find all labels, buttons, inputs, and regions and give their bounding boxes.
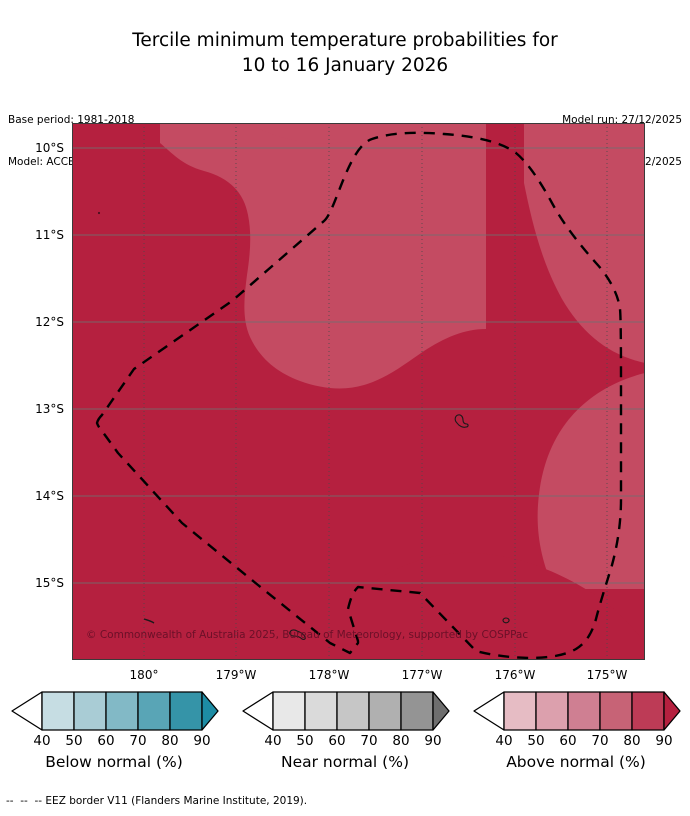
cbar-near-tick-40: 40 [264,733,282,749]
cbar-above-left-arrow [473,691,505,731]
map-canvas[interactable] [72,123,645,660]
colorbar-near-normal-swatches[interactable] [237,690,453,732]
ytick-10s: 10°S [35,141,64,155]
cbar-below-swatch-2 [73,691,107,731]
island-outlines [97,211,510,640]
fill-region-80-90-right-mid [537,373,645,589]
cbar-above-swatch-3 [567,691,601,731]
title-line-2: 10 to 16 January 2026 [241,55,449,76]
xtick-179w: 179°W [215,668,257,682]
cbar-near-left-arrow [242,691,274,731]
cbar-near-swatch-4 [368,691,402,731]
cbar-near-swatch-5 [400,691,434,731]
ytick-11s: 11°S [35,228,64,242]
cbar-above-tick-70: 70 [591,733,609,749]
cbar-near-swatch-3 [336,691,370,731]
cbar-below-tick-60: 60 [97,733,115,749]
eez-legend-footer: -- -- -- EEZ border V11 (Flanders Marine… [6,795,308,807]
latitude-gridlines [72,147,645,584]
cbar-above-swatch-2 [535,691,569,731]
cbar-above-swatch-4 [599,691,633,731]
cbar-near-swatch-2 [304,691,338,731]
cbar-below-swatch-5 [169,691,203,731]
colorbar-above-normal-ticks: 40 50 60 70 80 90 [468,733,684,751]
fill-region-80-90-top [248,123,432,144]
xtick-180: 180° [129,668,159,682]
cbar-above-swatch-5 [631,691,665,731]
cbar-below-tick-50: 50 [65,733,83,749]
cbar-above-tick-40: 40 [495,733,513,749]
cbar-below-swatch-3 [105,691,139,731]
cbar-above-swatch-1 [503,691,537,731]
cbar-below-swatch-4 [137,691,171,731]
fill-region-80-90-right [524,123,645,363]
cbar-below-tick-80: 80 [161,733,179,749]
cbar-below-right-arrow [201,691,219,731]
cbar-near-tick-80: 80 [392,733,410,749]
cbar-below-swatch-1 [41,691,75,731]
colorbar-above-normal-swatches[interactable] [468,690,684,732]
cbar-above-tick-90: 90 [655,733,673,749]
cbar-near-swatch-1 [272,691,306,731]
map-plot[interactable]: © Commonwealth of Australia 2025, Bureau… [72,123,645,660]
xtick-176w: 176°W [494,668,536,682]
colorbar-above-normal[interactable]: 40 50 60 70 80 90 Above normal (%) [468,690,684,771]
ytick-13s: 13°S [35,402,64,416]
cbar-above-right-arrow [663,691,681,731]
fill-region-above-90-lower-right [372,552,645,660]
plot-frame [72,123,645,660]
colorbar-below-normal-ticks: 40 50 60 70 80 90 [6,733,222,751]
cbar-near-tick-50: 50 [296,733,314,749]
ytick-12s: 12°S [35,315,64,329]
colorbar-below-normal[interactable]: 40 50 60 70 80 90 Below normal (%) [6,690,222,771]
cbar-above-tick-50: 50 [527,733,545,749]
title-line-1: Tercile minimum temperature probabilitie… [132,30,558,51]
ytick-14s: 14°S [35,489,64,503]
eez-border [95,131,623,660]
colorbar-above-normal-title: Above normal (%) [506,753,646,771]
cbar-near-tick-70: 70 [360,733,378,749]
longitude-gridlines [143,123,608,660]
colorbar-near-normal[interactable]: 40 50 60 70 80 90 Near normal (%) [237,690,453,771]
cbar-above-tick-60: 60 [559,733,577,749]
cbar-near-right-arrow [432,691,450,731]
cbar-below-left-arrow [11,691,43,731]
xtick-175w: 175°W [586,668,628,682]
cbar-above-tick-80: 80 [623,733,641,749]
xtick-177w: 177°W [401,668,443,682]
xtick-178w: 178°W [308,668,350,682]
colorbar-below-normal-title: Below normal (%) [45,753,183,771]
cbar-below-tick-70: 70 [129,733,147,749]
map-copyright: © Commonwealth of Australia 2025, Bureau… [86,629,529,641]
colorbar-near-normal-title: Near normal (%) [281,753,409,771]
colorbar-near-normal-ticks: 40 50 60 70 80 90 [237,733,453,751]
cbar-near-tick-90: 90 [424,733,442,749]
cbar-below-tick-40: 40 [33,733,51,749]
page-title: Tercile minimum temperature probabilitie… [0,28,690,78]
colorbar-below-normal-swatches[interactable] [6,690,222,732]
ytick-15s: 15°S [35,576,64,590]
cbar-below-tick-90: 90 [193,733,211,749]
cbar-near-tick-60: 60 [328,733,346,749]
